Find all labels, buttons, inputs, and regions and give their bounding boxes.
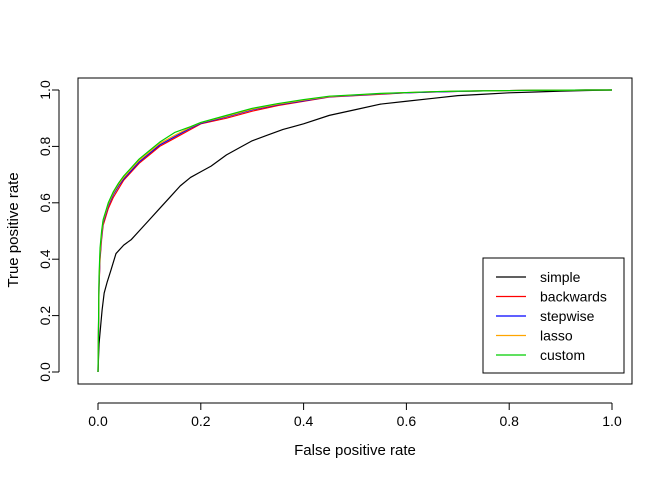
x-axis: 0.0 0.2 0.4 0.6 0.8 1.0: [88, 402, 622, 429]
y-tick-label: 1.0: [37, 80, 53, 100]
y-tick-label: 0.8: [37, 136, 53, 156]
series-line-custom: [97, 89, 612, 373]
legend-label-custom: custom: [540, 347, 585, 363]
x-tick-label: 0.4: [294, 413, 314, 429]
y-tick-label: 0.2: [37, 306, 53, 326]
series-layer: [97, 89, 613, 373]
legend: simple backwards stepwise lasso custom: [482, 257, 625, 374]
legend-label-backwards: backwards: [540, 289, 607, 305]
y-tick-label: 0.4: [37, 249, 53, 269]
y-axis-label: True positive rate: [5, 172, 22, 287]
plot-frame: [77, 77, 633, 385]
x-tick-label: 0.0: [88, 413, 108, 429]
y-tick-label: 0.0: [37, 362, 53, 382]
x-tick-label: 0.2: [191, 413, 211, 429]
x-tick-label: 0.8: [499, 413, 519, 429]
legend-label-lasso: lasso: [540, 328, 573, 344]
series-line-simple: [97, 89, 613, 373]
y-tick-label: 0.6: [37, 193, 53, 213]
plot-box: [77, 77, 633, 385]
legend-label-simple: simple: [540, 269, 581, 285]
legend-label-stepwise: stepwise: [540, 308, 595, 324]
y-axis: 0.0 0.2 0.4 0.6 0.8 1.0: [37, 80, 60, 382]
x-axis-label: False positive rate: [294, 442, 416, 459]
x-tick-label: 1.0: [602, 413, 622, 429]
x-tick-label: 0.6: [397, 413, 417, 429]
